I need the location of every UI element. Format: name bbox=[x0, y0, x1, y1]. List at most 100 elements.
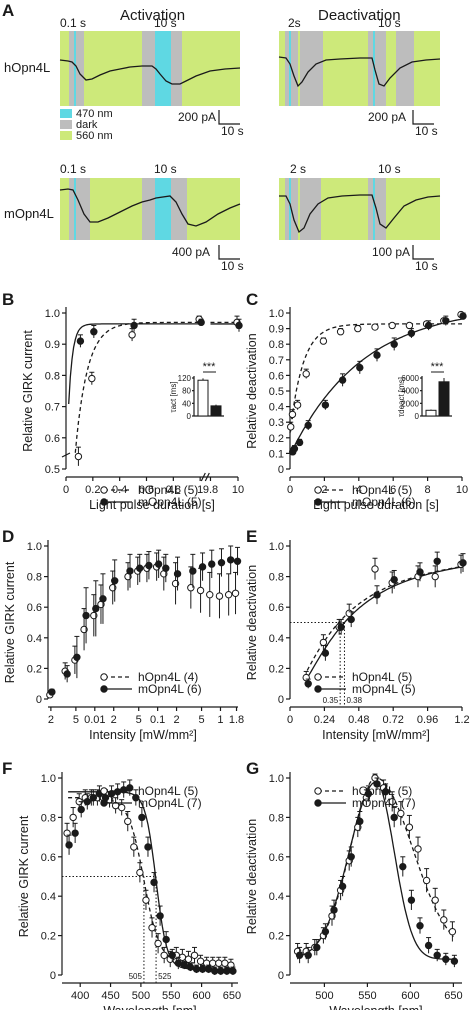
fit-curve-m bbox=[289, 318, 463, 456]
band-dark bbox=[396, 31, 414, 106]
scalebar-h-deactivation: 200 pA 10 s bbox=[368, 110, 438, 138]
data-point-h bbox=[287, 423, 295, 431]
x-tick-label: 600 bbox=[192, 990, 210, 1002]
data-point-m bbox=[92, 604, 100, 613]
data-point-h bbox=[354, 324, 362, 333]
data-point-m bbox=[373, 351, 381, 359]
y-tick-label: 0.6 bbox=[269, 852, 284, 864]
x-tick-label: 0 bbox=[287, 484, 293, 496]
data-point-h bbox=[117, 803, 126, 812]
x-tick-label: 1.8 bbox=[229, 714, 244, 726]
data-point-m bbox=[198, 965, 207, 973]
data-point-m bbox=[145, 561, 153, 570]
chart-g: G 0 0.2 0.4 0.6 0.8 1.0 500 550 600 650 Wavelength … bbox=[245, 759, 463, 1010]
band-blue bbox=[74, 31, 76, 106]
x-tick-label: 550 bbox=[162, 990, 180, 1002]
band-dark bbox=[368, 31, 386, 106]
scalebar-lines bbox=[412, 110, 434, 125]
y-tick-label: 1.0 bbox=[269, 308, 284, 320]
data-point-h bbox=[206, 590, 214, 599]
x-axis-label: Wavelength [nm] bbox=[103, 1004, 196, 1010]
header-activation: Activation bbox=[120, 7, 185, 24]
legend-marker bbox=[100, 486, 108, 494]
data-point-m bbox=[189, 567, 197, 575]
cell-label-h: hOpn4L bbox=[4, 60, 50, 75]
half-max-label-m: 525 bbox=[158, 972, 172, 981]
x-tick-label: 500 bbox=[132, 990, 150, 1002]
trace-block-h-deactivation: 2s 10 s bbox=[278, 16, 441, 106]
chart-c: C00.10.20.30.40.50.60.70.80.91.00 2 4 6 8 10L… bbox=[245, 290, 468, 512]
panel-label: C bbox=[246, 290, 258, 309]
data-point-m bbox=[204, 965, 213, 973]
data-point-m bbox=[416, 568, 424, 576]
data-point-m bbox=[77, 805, 85, 814]
data-point-m bbox=[173, 570, 182, 578]
x-tick-label: 0.48 bbox=[348, 714, 369, 726]
data-point-m bbox=[126, 784, 134, 792]
inset-bar bbox=[197, 379, 209, 417]
data-point-h bbox=[215, 592, 224, 600]
data-point-h bbox=[148, 924, 156, 932]
data-point-h bbox=[160, 951, 168, 959]
data-point-m bbox=[304, 951, 312, 959]
chart-f: F 0 0.2 0.4 0.6 0.8 1.0 400 450 500 550 600 650 Wavel… bbox=[2, 759, 241, 1010]
data-point-m bbox=[304, 421, 312, 430]
data-point-m bbox=[73, 653, 81, 661]
y-tick-label: 0.6 bbox=[27, 602, 42, 614]
x-axis-label: Intensity [mW/mm²] bbox=[322, 728, 430, 742]
x-tick-label: 2 bbox=[321, 484, 327, 496]
x-tick-label: 8 bbox=[425, 484, 431, 496]
y-tick-label: 1.0 bbox=[45, 308, 60, 320]
fit-curve-h bbox=[306, 565, 463, 671]
data-point-h bbox=[231, 589, 240, 597]
y-tick-label: 0.4 bbox=[269, 633, 284, 645]
y-tick-label: 0.2 bbox=[27, 663, 42, 675]
y-tick-label: 0.3 bbox=[269, 417, 284, 429]
data-point-m bbox=[130, 321, 138, 330]
data-point-m bbox=[373, 780, 381, 788]
inset-y-tick-label: 0 bbox=[187, 412, 192, 421]
data-point-m bbox=[416, 922, 424, 930]
y-tick-label: 0 bbox=[278, 464, 284, 476]
data-point-m bbox=[99, 595, 107, 603]
legend-swatch-green bbox=[60, 131, 72, 140]
data-point-m bbox=[407, 896, 416, 904]
data-point-m bbox=[119, 786, 128, 794]
data-point-m bbox=[399, 862, 407, 871]
y-tick-label: 0 bbox=[278, 970, 284, 982]
x-tick-label: 0.96 bbox=[417, 714, 438, 726]
time-label-long: 10 s bbox=[378, 16, 401, 30]
legend-marker bbox=[100, 498, 108, 506]
data-point-h bbox=[293, 401, 302, 409]
time-label-short: 0.1 s bbox=[60, 162, 86, 176]
scalebar-time-label: 10 s bbox=[415, 124, 438, 138]
time-label-short: 2s bbox=[288, 16, 301, 30]
data-point-h bbox=[221, 959, 229, 967]
data-point-m bbox=[290, 445, 299, 453]
data-point-h bbox=[431, 896, 439, 904]
y-tick-label: 0.8 bbox=[269, 339, 284, 351]
x-tick-label: 650 bbox=[444, 990, 462, 1002]
y-tick-label: 0 bbox=[278, 694, 284, 706]
x-tick-label: 0.01 bbox=[84, 714, 105, 726]
x-tick-label: 400 bbox=[71, 990, 89, 1002]
y-tick-label: 0.6 bbox=[45, 433, 60, 445]
data-point-m bbox=[132, 794, 140, 802]
data-point-m bbox=[381, 788, 390, 796]
scalebar-current-label: 200 pA bbox=[178, 110, 216, 124]
x-tick-label: 0.24 bbox=[314, 714, 335, 726]
data-point-m bbox=[150, 878, 158, 887]
significance-label: *** bbox=[431, 361, 445, 373]
data-point-m bbox=[156, 912, 164, 920]
data-point-m bbox=[321, 401, 330, 409]
y-axis-label: Relative deactivation bbox=[245, 565, 259, 680]
data-point-m bbox=[356, 817, 364, 826]
data-point-m bbox=[337, 623, 345, 631]
y-tick-label: 0.6 bbox=[269, 602, 284, 614]
data-point-h bbox=[440, 916, 448, 924]
data-point-m bbox=[321, 927, 330, 936]
x-tick-label: 2 bbox=[48, 714, 54, 726]
x-tick-label: 650 bbox=[223, 990, 241, 1002]
x-axis-label: Intensity [mW/mm²] bbox=[89, 728, 197, 742]
